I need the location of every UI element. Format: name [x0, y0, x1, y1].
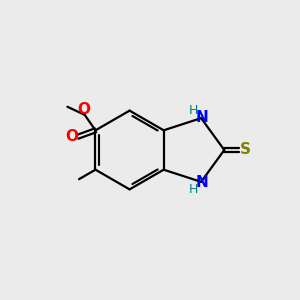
Text: N: N: [196, 110, 209, 125]
Text: H: H: [189, 104, 198, 117]
Text: N: N: [196, 175, 209, 190]
Text: O: O: [65, 129, 78, 144]
Text: O: O: [77, 102, 91, 117]
Text: H: H: [189, 183, 198, 196]
Text: S: S: [240, 142, 251, 158]
